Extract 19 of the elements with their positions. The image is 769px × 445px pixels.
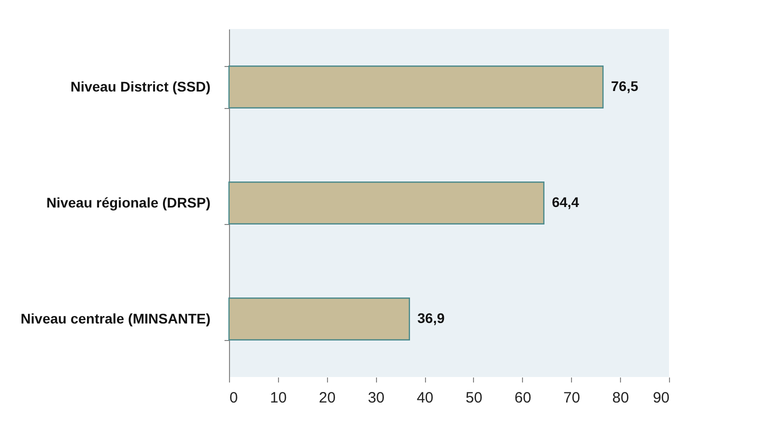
data-label: 64,4	[552, 194, 580, 210]
y-tick-label: Niveau centrale (MINSANTE)	[20, 310, 210, 326]
data-label: 76,5	[611, 78, 638, 94]
x-tick-label: 30	[368, 390, 385, 406]
y-tick-label: Niveau régionale (DRSP)	[46, 194, 210, 210]
y-tick-label: Niveau District (SSD)	[70, 78, 210, 94]
x-tick-label: 80	[612, 390, 629, 406]
x-tick-label: 70	[563, 390, 580, 406]
bar	[228, 182, 544, 224]
x-tick-label: 50	[466, 390, 482, 406]
data-label: 36,9	[417, 310, 445, 326]
bar	[228, 66, 604, 108]
x-tick-label: 90	[652, 390, 670, 406]
bar	[228, 298, 410, 340]
x-tick-label: 0	[230, 390, 238, 406]
x-tick-label: 60	[514, 390, 532, 406]
x-tick-label: 10	[270, 390, 287, 406]
x-tick-label: 20	[318, 390, 336, 406]
x-tick-label: 40	[416, 390, 434, 406]
